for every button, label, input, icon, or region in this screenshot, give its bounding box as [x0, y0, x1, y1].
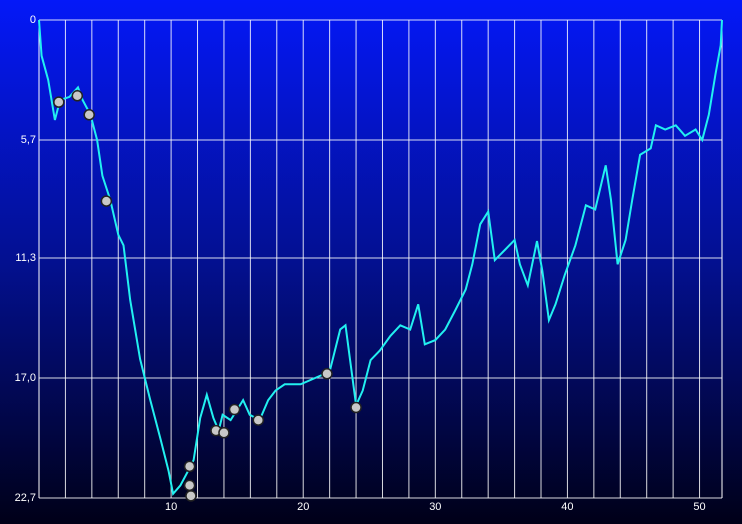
y-tick-label: 0	[30, 14, 36, 26]
event-marker	[228, 403, 241, 416]
x-tick-label: 10	[165, 501, 177, 513]
event-marker	[100, 195, 113, 207]
y-tick-label: 17,0	[15, 372, 36, 384]
x-tick-label: 40	[561, 501, 573, 513]
x-tick-label: 30	[429, 501, 441, 513]
event-marker	[252, 414, 265, 426]
y-tick-label: 22,7	[15, 492, 36, 504]
x-tick-label: 50	[693, 501, 705, 513]
x-tick-label: 20	[297, 501, 309, 513]
event-marker	[321, 368, 333, 380]
event-marker	[183, 460, 196, 473]
event-marker	[53, 96, 65, 108]
event-marker	[183, 479, 196, 492]
event-marker	[185, 490, 197, 502]
event-marker	[350, 401, 362, 414]
event-marker	[218, 426, 230, 439]
depth-line	[38, 19, 723, 496]
y-tick-label: 5,7	[21, 134, 36, 146]
event-marker	[71, 90, 84, 102]
event-marker	[83, 109, 95, 121]
y-tick-label: 11,3	[15, 252, 36, 264]
